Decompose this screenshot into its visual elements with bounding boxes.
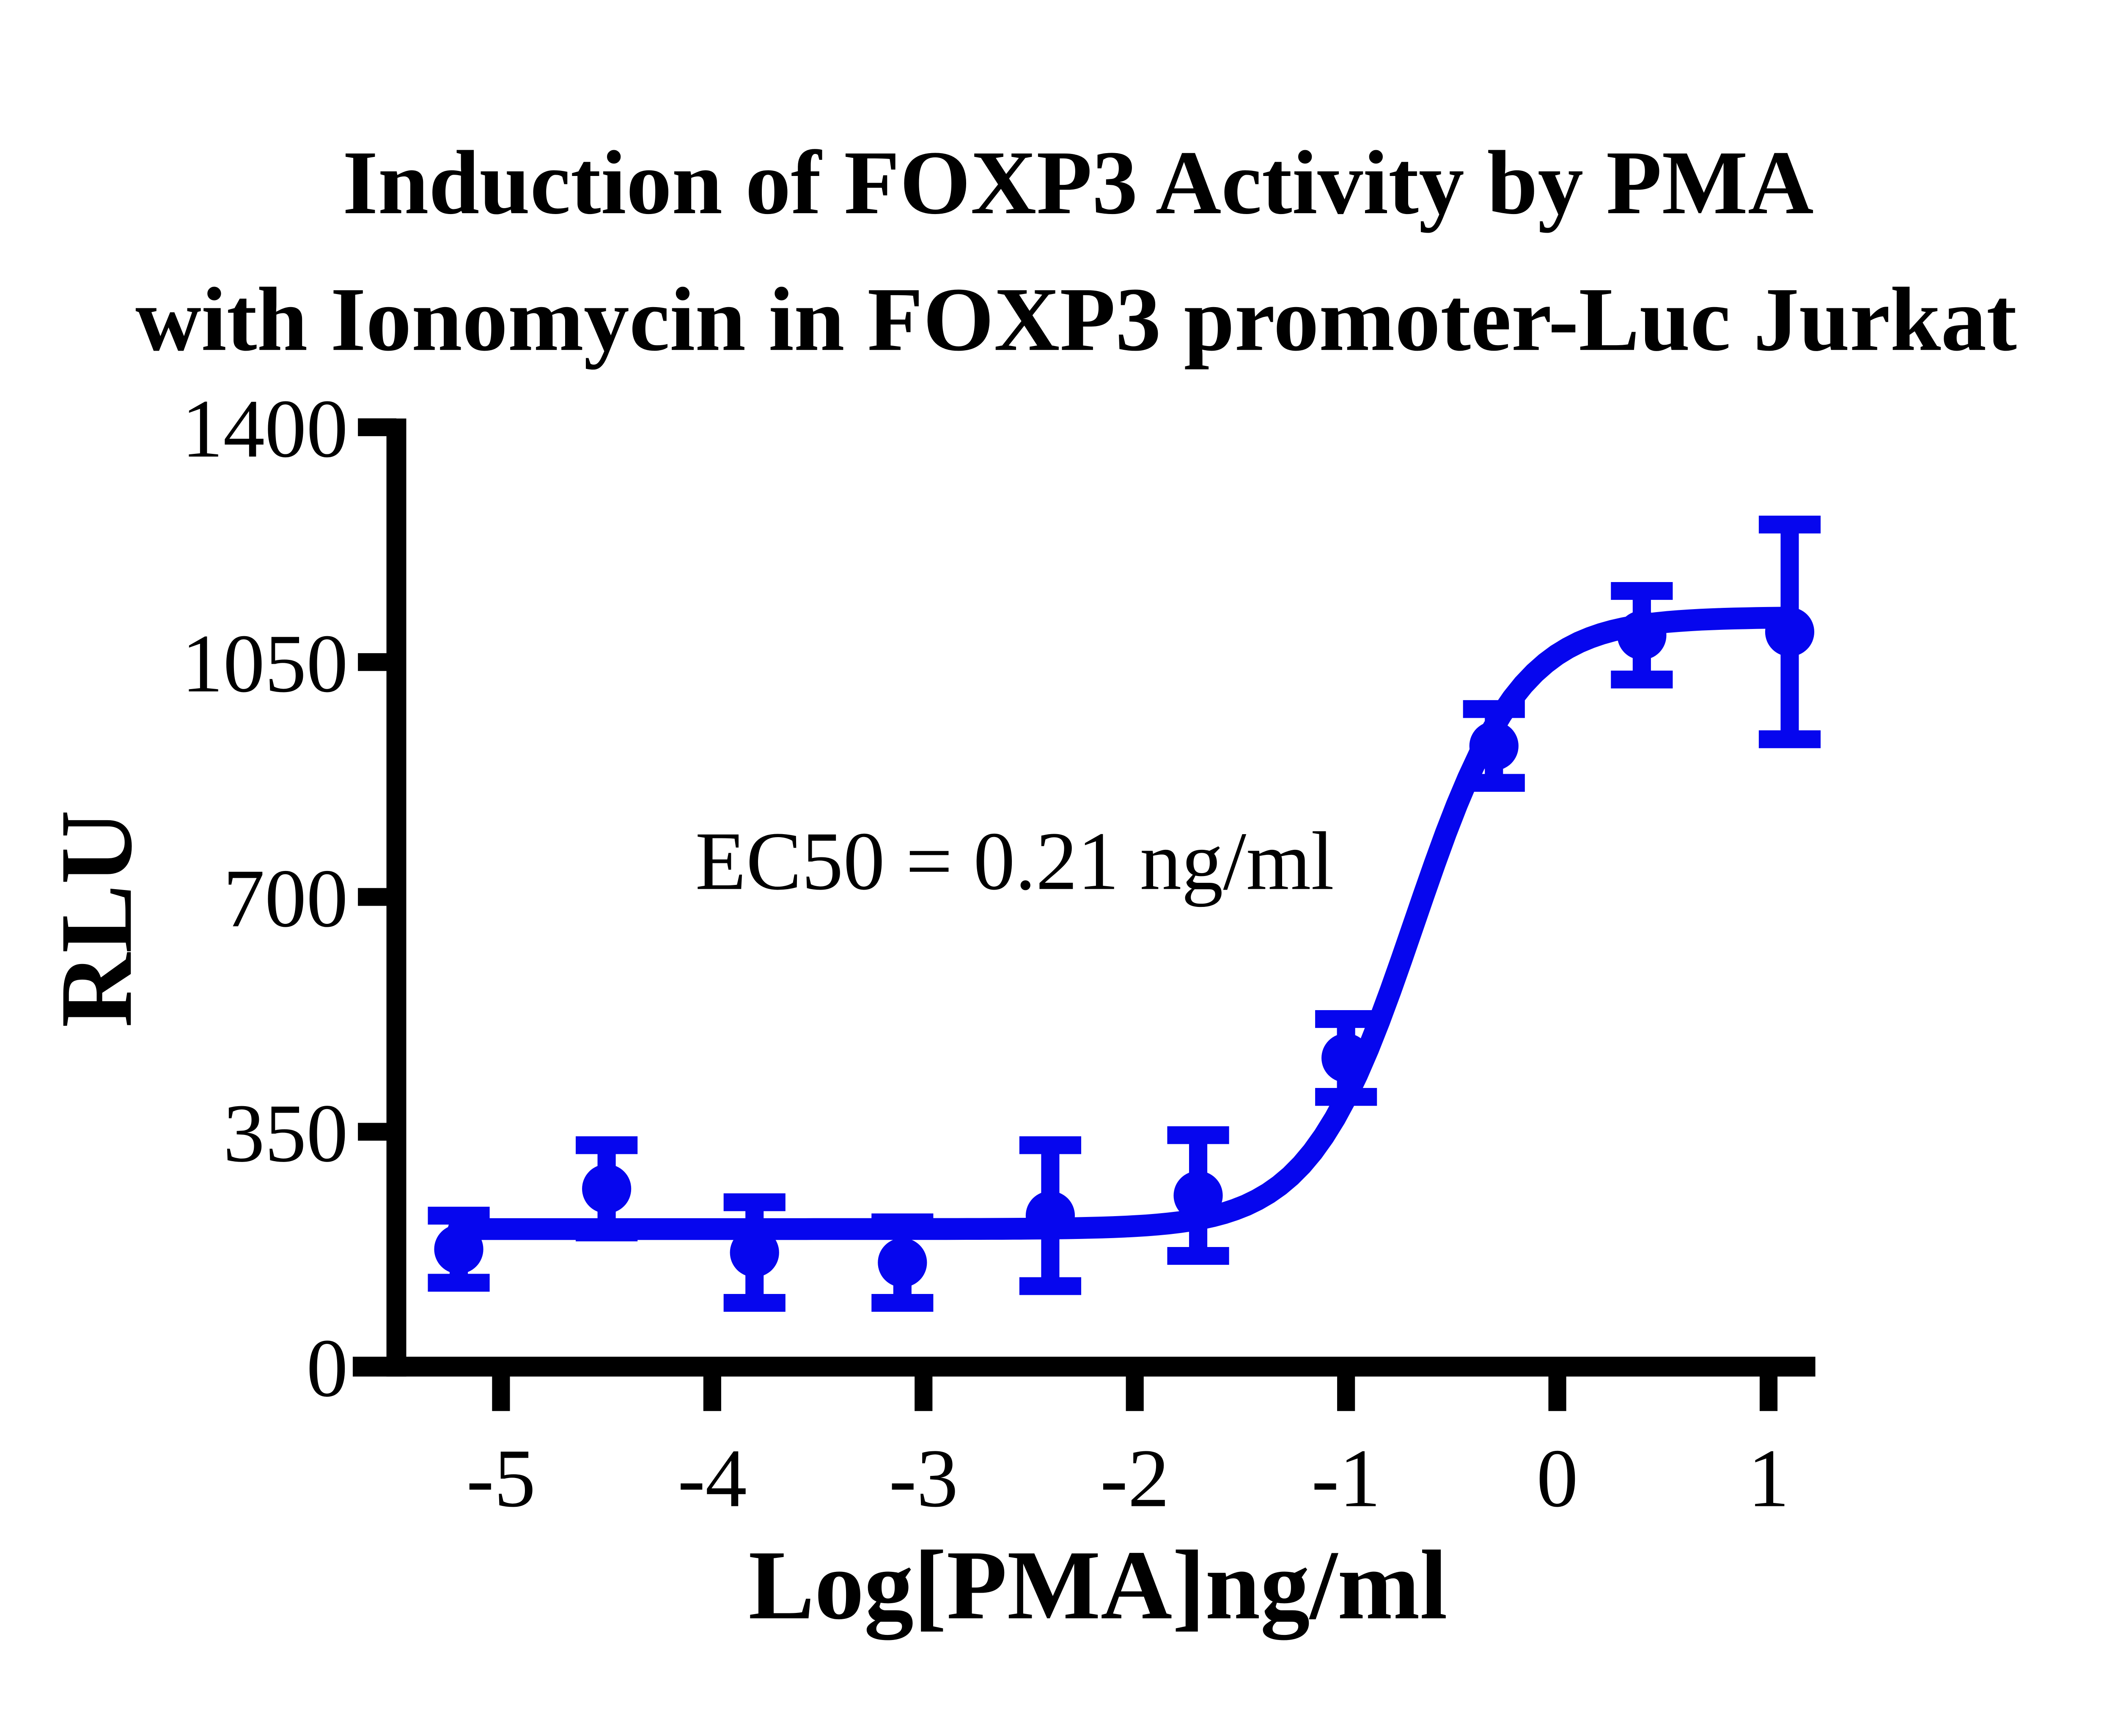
x-tick-label: -4 xyxy=(678,1432,747,1524)
data-point-group xyxy=(1463,700,1525,792)
y-tick-label: 1400 xyxy=(181,382,348,475)
data-point-marker xyxy=(1765,607,1815,656)
ec50-annotation: EC50 = 0.21 ng/ml xyxy=(695,815,1334,907)
data-point-group xyxy=(723,1193,786,1312)
data-point-group xyxy=(428,1206,490,1292)
x-axis-label: Log[PMA]ng/ml xyxy=(748,1530,1448,1640)
chart-title-line2: with Ionomycin in FOXP3 promoter-Luc Jur… xyxy=(135,269,2017,370)
y-tick-label: 0 xyxy=(306,1322,348,1414)
x-tick-label: -1 xyxy=(1311,1432,1381,1524)
chart-title: Induction of FOXP3 Activity by PMA with … xyxy=(135,132,2017,370)
axes: -5 -4 -3 -2 -1 0 1 0 350 700 1050 1400 xyxy=(181,382,1816,1524)
data-point-group xyxy=(871,1213,934,1312)
data-point-marker xyxy=(730,1228,779,1277)
x-tick-label: -2 xyxy=(1100,1432,1170,1524)
x-tick-label: 0 xyxy=(1536,1432,1578,1524)
data-point-group xyxy=(1758,515,1821,748)
y-axis-label: RLU xyxy=(39,810,153,1027)
x-tick-label: 1 xyxy=(1748,1432,1789,1524)
y-tick-label: 700 xyxy=(223,852,348,945)
data-point-marker xyxy=(1617,610,1667,660)
data-point-marker xyxy=(1469,721,1519,771)
data-point-group xyxy=(1315,1010,1377,1106)
data-point-marker xyxy=(1025,1191,1075,1240)
data-point-marker xyxy=(434,1225,483,1274)
data-point-group xyxy=(1167,1126,1229,1265)
data-point-group xyxy=(576,1136,638,1242)
x-tick-label: -3 xyxy=(889,1432,958,1524)
chart-title-line1: Induction of FOXP3 Activity by PMA xyxy=(343,132,1814,233)
data-point-marker xyxy=(582,1164,632,1214)
fit-curve xyxy=(448,607,1801,1240)
data-point-marker xyxy=(878,1238,927,1288)
data-point-marker xyxy=(1173,1171,1223,1220)
data-point-group xyxy=(1611,582,1673,689)
y-tick-label: 350 xyxy=(223,1087,348,1179)
y-tick-label: 1050 xyxy=(181,618,348,710)
data-series xyxy=(428,515,1821,1312)
data-point-group xyxy=(1019,1136,1082,1295)
x-tick-label: -5 xyxy=(466,1432,536,1524)
data-point-marker xyxy=(1321,1033,1371,1083)
